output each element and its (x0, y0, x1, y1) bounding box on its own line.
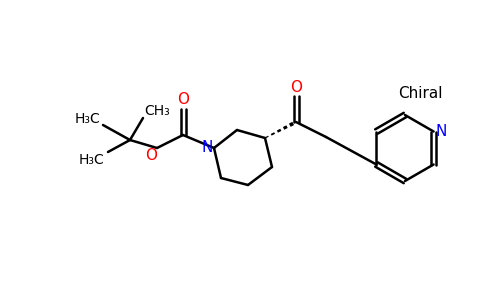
Text: O: O (145, 148, 157, 163)
Text: N: N (436, 124, 447, 139)
Text: O: O (177, 92, 189, 107)
Text: O: O (290, 80, 302, 94)
Text: N: N (201, 140, 212, 155)
Text: Chiral: Chiral (398, 85, 442, 100)
Text: H₃C: H₃C (79, 153, 105, 167)
Text: CH₃: CH₃ (144, 104, 170, 118)
Text: H₃C: H₃C (74, 112, 100, 126)
